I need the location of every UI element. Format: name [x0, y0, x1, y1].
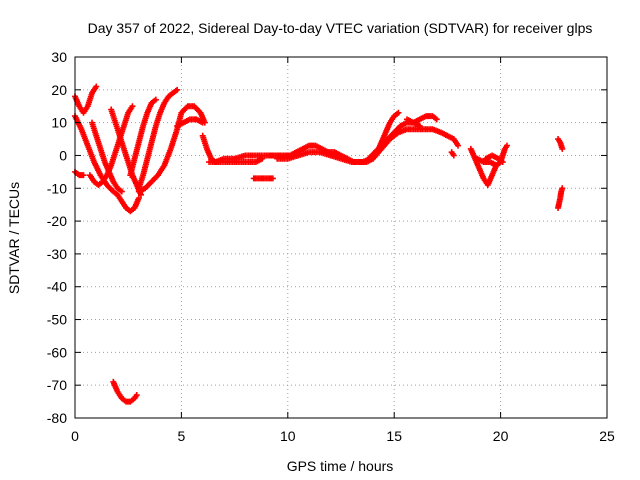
- data-point: [259, 155, 266, 162]
- data-point: [559, 185, 566, 192]
- x-axis-ticks: 0 5 10 15 20 25: [71, 57, 615, 444]
- data-points: [72, 83, 566, 405]
- y-tick-label: -80: [47, 410, 67, 426]
- y-tick-label: 30: [51, 49, 67, 65]
- y-tick-label: -70: [47, 377, 67, 393]
- data-point: [93, 83, 100, 90]
- x-tick-label: 20: [493, 428, 509, 444]
- data-point: [174, 86, 181, 93]
- data-point: [455, 142, 462, 149]
- data-point: [129, 103, 136, 110]
- data-point: [503, 142, 510, 149]
- y-axis-label: SDTVAR / TECUs: [6, 182, 22, 294]
- data-point: [559, 145, 566, 152]
- y-tick-label: -50: [47, 312, 67, 328]
- y-axis-ticks: 30 20 10 0 -10 -20 -30 -40 -50 -60 -70 -80: [47, 49, 607, 426]
- data-point: [80, 172, 87, 179]
- y-tick-label: -40: [47, 279, 67, 295]
- data-point: [118, 188, 125, 195]
- y-tick-label: -60: [47, 344, 67, 360]
- data-point: [199, 119, 206, 126]
- data-point: [433, 116, 440, 123]
- x-axis-label: GPS time / hours: [287, 458, 394, 474]
- data-point: [416, 122, 423, 129]
- y-tick-label: 20: [51, 82, 67, 98]
- x-tick-label: 10: [280, 428, 296, 444]
- x-tick-label: 25: [599, 428, 615, 444]
- x-tick-label: 0: [71, 428, 79, 444]
- data-point: [133, 392, 140, 399]
- data-point: [395, 109, 402, 116]
- data-point: [135, 195, 142, 202]
- plot-frame: [74, 56, 608, 419]
- y-tick-label: 0: [59, 147, 67, 163]
- y-tick-label: -10: [47, 180, 67, 196]
- x-tick-label: 5: [178, 428, 186, 444]
- data-point: [499, 159, 506, 166]
- y-tick-label: -20: [47, 213, 67, 229]
- data-point: [269, 175, 276, 182]
- y-tick-label: -30: [47, 246, 67, 262]
- data-point: [152, 96, 159, 103]
- data-point: [450, 152, 457, 159]
- y-tick-label: 10: [51, 115, 67, 131]
- chart-title: Day 357 of 2022, Sidereal Day-to-day VTE…: [88, 20, 593, 36]
- x-tick-label: 15: [386, 428, 402, 444]
